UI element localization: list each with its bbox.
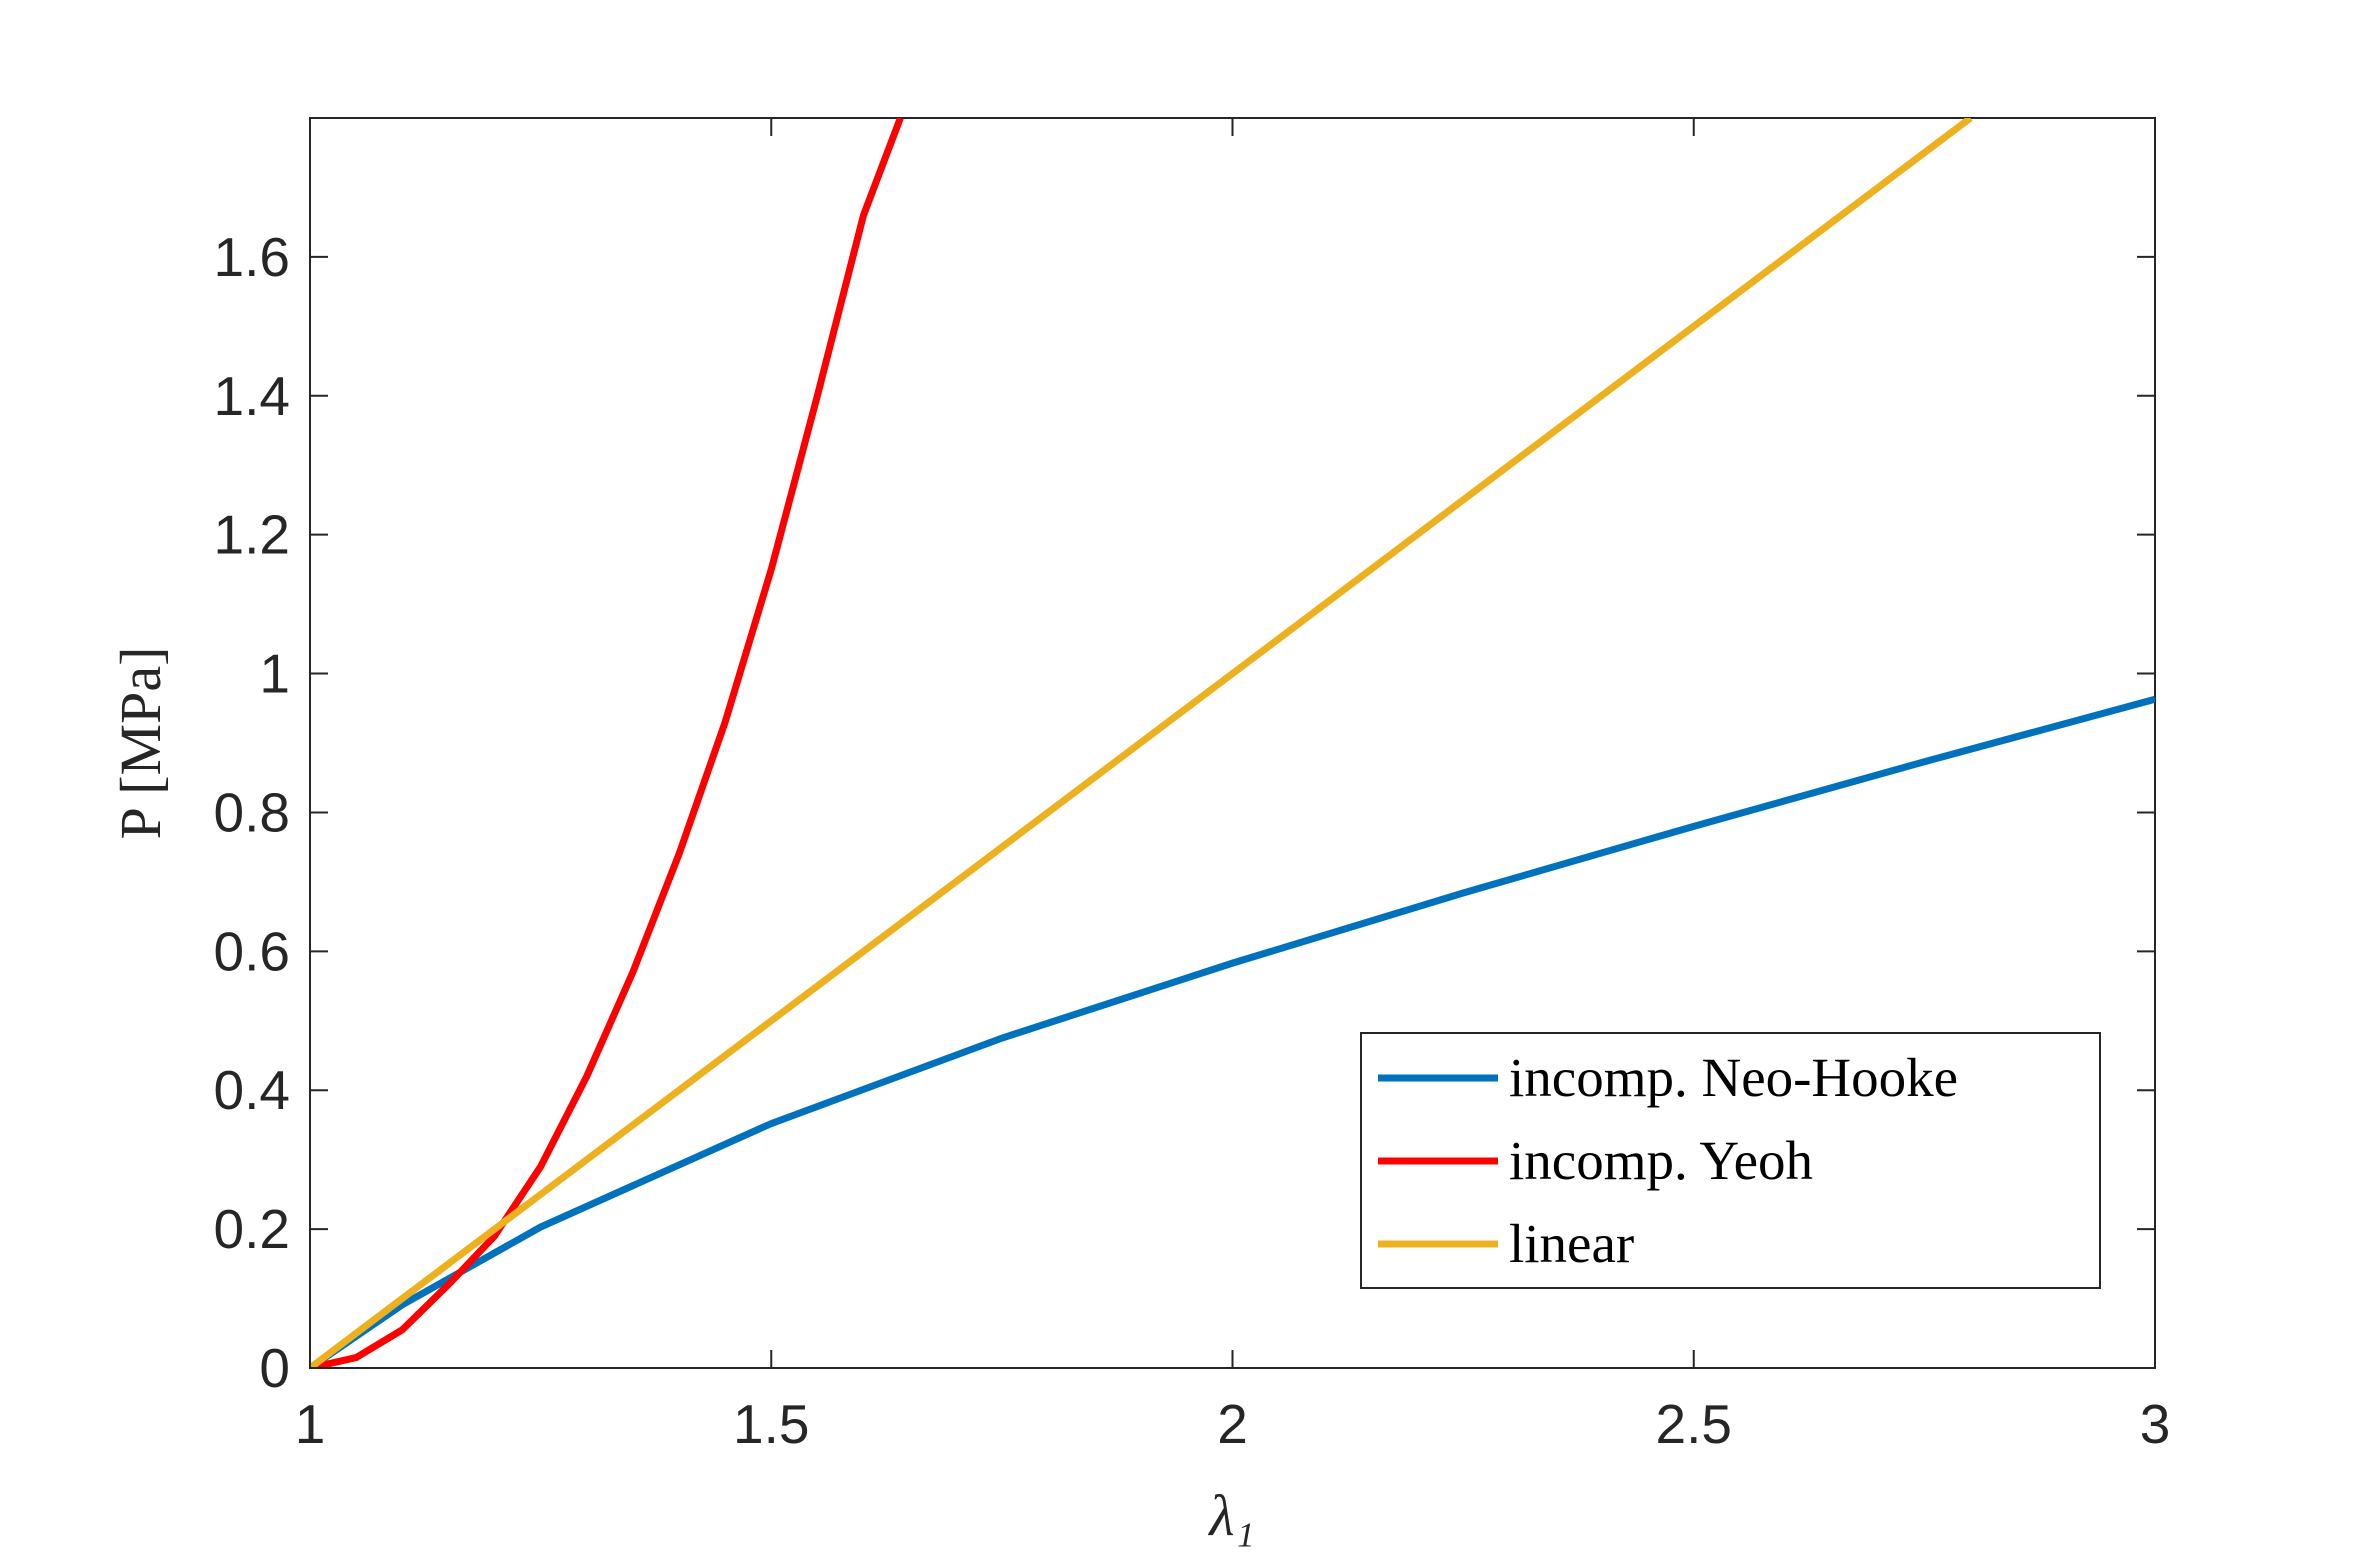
y-tick-label: 1.6 — [214, 226, 290, 288]
legend-label: incomp. Neo-Hooke — [1509, 1047, 1958, 1108]
x-tick-label: 2.5 — [1656, 1393, 1732, 1455]
y-tick-label: 1 — [259, 643, 290, 705]
y-tick-label: 0.8 — [214, 781, 290, 843]
series-line — [310, 118, 1973, 1368]
x-axis-label: λ₁ — [1207, 1483, 1254, 1548]
series-group — [310, 118, 2155, 1368]
x-tick-label: 3 — [2140, 1393, 2171, 1455]
y-tick-label: 0 — [259, 1337, 290, 1399]
x-tick-label: 2 — [1217, 1393, 1248, 1455]
y-tick-label: 1.2 — [214, 504, 290, 566]
legend-label: incomp. Yeoh — [1509, 1130, 1813, 1191]
series-line — [310, 695, 2155, 1368]
x-tick-label: 1.5 — [733, 1393, 809, 1455]
y-tick-label: 0.2 — [214, 1198, 290, 1260]
series-line — [310, 118, 904, 1368]
y-axis-label: P [MPa] — [108, 647, 173, 840]
y-tick-label: 1.4 — [214, 365, 290, 427]
y-tick-label: 0.4 — [214, 1059, 290, 1121]
y-tick-label: 0.6 — [214, 920, 290, 982]
legend-label: linear — [1509, 1213, 1634, 1274]
x-tick-label: 1 — [295, 1393, 326, 1455]
